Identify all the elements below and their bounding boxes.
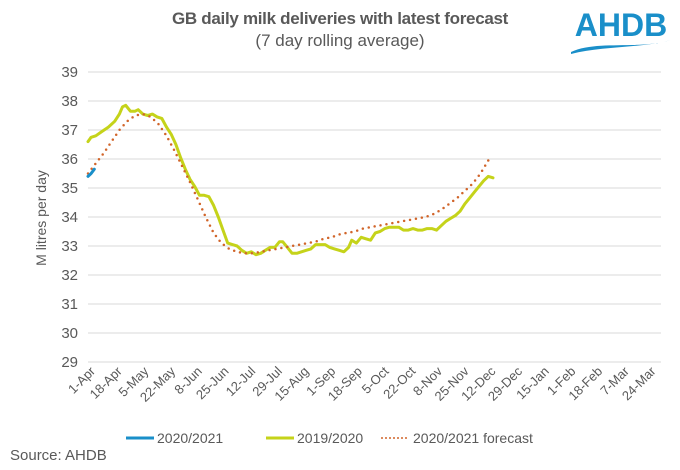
chart-title: GB daily milk deliveries with latest for… <box>171 9 509 28</box>
legend-label: 2019/2020 <box>297 430 363 446</box>
y-tick-label: 36 <box>61 151 78 168</box>
y-tick-label: 39 <box>61 64 78 81</box>
series-line-2019-2020 <box>86 103 495 257</box>
chart-subtitle: (7 day rolling average) <box>255 31 425 50</box>
y-axis-label: M litres per day <box>33 170 49 266</box>
legend-item: 2020/2021 forecast <box>381 430 533 446</box>
series-line-2020-2021-forecast <box>86 112 490 255</box>
y-tick-label: 35 <box>61 180 78 197</box>
legend: 2020/2021 2019/2020 2020/2021 forecast <box>126 430 533 446</box>
series-line-2020-2021 <box>86 167 96 178</box>
y-tick-label: 32 <box>61 267 78 284</box>
source-note: Source: AHDB <box>10 447 107 464</box>
y-tick-label: 38 <box>61 93 78 110</box>
x-tick-label: 12-Jul <box>223 363 259 399</box>
ahdb-logo-text: AHDB <box>575 7 667 43</box>
series-lines <box>86 103 495 257</box>
y-tick-labels: 29 30 31 32 33 34 35 36 37 38 39 <box>61 64 78 371</box>
legend-label: 2020/2021 forecast <box>413 430 533 446</box>
gridlines <box>88 71 661 363</box>
ahdb-logo: AHDB <box>571 7 671 54</box>
ahdb-logo-wave <box>571 40 671 54</box>
y-tick-label: 37 <box>61 122 78 139</box>
y-tick-label: 31 <box>61 296 78 313</box>
y-tick-label: 33 <box>61 238 78 255</box>
x-tick-labels: 1-Apr18-Apr5-May22-May8-Jun25-Jun12-Jul2… <box>65 363 659 405</box>
y-tick-label: 29 <box>61 354 78 371</box>
y-tick-label: 30 <box>61 325 78 342</box>
legend-item: 2020/2021 <box>126 430 223 446</box>
legend-label: 2020/2021 <box>157 430 223 446</box>
legend-item: 2019/2020 <box>266 430 363 446</box>
y-tick-label: 34 <box>61 209 78 226</box>
